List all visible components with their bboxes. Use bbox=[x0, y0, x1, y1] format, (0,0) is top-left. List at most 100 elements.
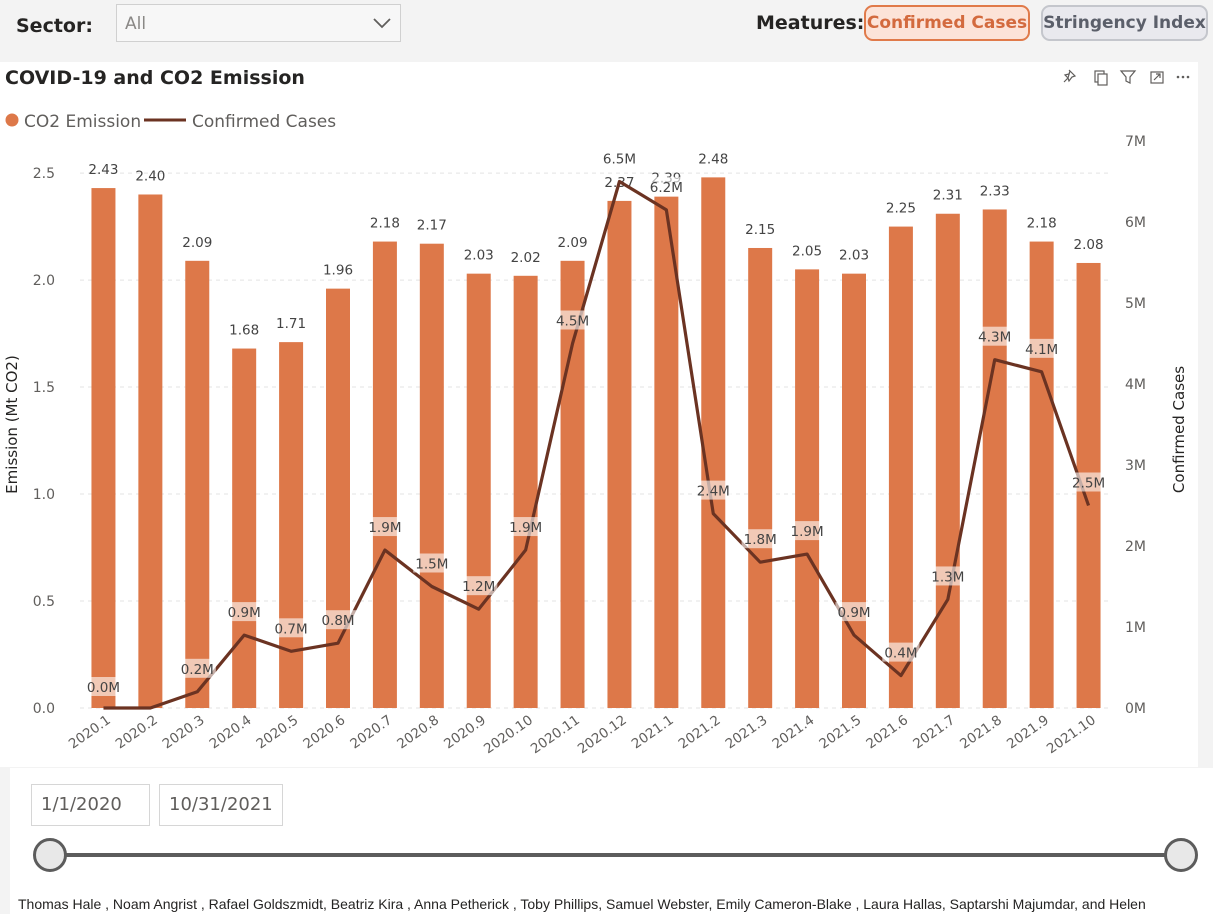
combo-chart: CO2 Emission Confirmed Cases 0.0 0.5 1.0 1.5 2… bbox=[3, 112, 1188, 757]
co2-bar-label: 2.43 bbox=[88, 162, 118, 178]
line-label-bg bbox=[694, 480, 732, 500]
more-options-icon[interactable] bbox=[1176, 75, 1190, 79]
filter-bar: Sector: All Meatures: Confirmed Cases St… bbox=[0, 0, 1213, 62]
co2-bar bbox=[232, 348, 257, 708]
start-date-input[interactable]: 1/1/2020 bbox=[31, 784, 150, 826]
copy-icon[interactable] bbox=[1094, 70, 1108, 86]
confirmed-cases-label: 4.1M bbox=[1025, 342, 1058, 358]
co2-bar-label: 1.68 bbox=[229, 323, 259, 339]
line-label-bg bbox=[1069, 472, 1108, 492]
co2-bar-label: 2.18 bbox=[1027, 216, 1057, 232]
chevron-down-icon bbox=[373, 18, 391, 29]
x-tick-label: 2021.6 bbox=[863, 712, 911, 752]
co2-bar bbox=[982, 209, 1007, 708]
date-slicer: 1/1/2020 10/31/2021 Thomas Hale , Noam A… bbox=[10, 768, 1213, 914]
stringency-index-button[interactable]: Stringency Index bbox=[1041, 5, 1208, 41]
y-tick-label: 1.0 bbox=[33, 487, 55, 503]
co2-bar bbox=[419, 243, 444, 708]
line-label-bg bbox=[178, 658, 216, 678]
line-label-bg bbox=[413, 553, 451, 573]
y2-axis-title: Confirmed Cases bbox=[1170, 366, 1188, 493]
line-label-bg bbox=[741, 529, 779, 549]
measures-label: Meatures: bbox=[756, 12, 865, 34]
co2-bar bbox=[748, 247, 773, 708]
x-tick-label: 2020.12 bbox=[575, 712, 630, 757]
line-label-bg bbox=[84, 677, 123, 696]
confirmed-cases-label: 1.2M bbox=[462, 579, 495, 595]
co2-bar-label: 2.02 bbox=[511, 250, 541, 266]
confirmed-cases-label: 1.9M bbox=[368, 520, 401, 536]
co2-bar bbox=[513, 275, 538, 708]
x-tick-label: 2021.5 bbox=[816, 712, 864, 752]
sector-dropdown[interactable]: All bbox=[116, 4, 401, 42]
confirmed-cases-label: 0.8M bbox=[321, 613, 354, 629]
x-tick-label: 2020.8 bbox=[394, 712, 442, 752]
confirmed-cases-line bbox=[103, 179, 1091, 710]
co2-bar-label: 2.09 bbox=[182, 235, 212, 251]
sector-label: Sector: bbox=[16, 15, 93, 37]
co2-bar-label: 1.71 bbox=[276, 316, 306, 332]
x-tick-label: 2021.7 bbox=[910, 712, 958, 752]
data-source-credits: Thomas Hale , Noam Angrist , Rafael Gold… bbox=[18, 896, 1146, 912]
co2-bar bbox=[935, 213, 960, 708]
date-slider-end-handle[interactable] bbox=[1164, 838, 1198, 872]
x-tick-label: 2020.1 bbox=[66, 712, 114, 752]
line-label-bg bbox=[882, 642, 920, 662]
co2-bar-label: 2.05 bbox=[792, 243, 822, 259]
co2-bar bbox=[701, 177, 726, 708]
confirmed-cases-label: 4.3M bbox=[978, 330, 1011, 346]
co2-bar bbox=[185, 260, 210, 708]
confirmed-cases-label: 2.4M bbox=[697, 484, 730, 500]
confirmed-cases-label: 0.0M bbox=[87, 680, 120, 696]
co2-bar bbox=[466, 273, 491, 708]
legend-co2-label: CO2 Emission bbox=[24, 112, 141, 132]
confirmed-cases-label: 0.9M bbox=[228, 605, 261, 621]
chart-visual: COVID-19 and CO2 Emission CO2 Emission Co… bbox=[0, 62, 1198, 767]
line-label-bg bbox=[225, 602, 263, 622]
legend-cases-label: Confirmed Cases bbox=[192, 112, 336, 132]
co2-bar bbox=[888, 226, 913, 708]
x-tick-label: 2021.4 bbox=[770, 712, 818, 752]
filter-icon[interactable] bbox=[1119, 70, 1137, 84]
x-tick-label: 2021.10 bbox=[1044, 712, 1099, 757]
confirmed-cases-label: 6.2M bbox=[650, 180, 683, 196]
line-label-bg bbox=[835, 602, 873, 622]
co2-bar-label: 2.18 bbox=[370, 216, 400, 232]
co2-bar bbox=[372, 241, 397, 709]
y-tick-label: 2.5 bbox=[33, 166, 55, 182]
confirmed-cases-button[interactable]: Confirmed Cases bbox=[864, 5, 1030, 41]
y2-tick-label: 6M bbox=[1125, 215, 1146, 231]
co2-bar-label: 2.09 bbox=[558, 235, 588, 251]
y2-tick-label: 0M bbox=[1125, 701, 1146, 717]
co2-bar bbox=[91, 188, 116, 708]
co2-bar-label: 2.17 bbox=[417, 218, 447, 234]
line-label-bg bbox=[600, 148, 639, 168]
x-tick-label: 2021.3 bbox=[723, 712, 771, 752]
co2-bar-label: 2.08 bbox=[1074, 237, 1104, 253]
line-label-bg bbox=[366, 517, 404, 537]
focus-mode-icon[interactable] bbox=[1150, 71, 1164, 84]
confirmed-cases-label: 1.5M bbox=[415, 557, 448, 573]
co2-bar-label: 2.03 bbox=[839, 248, 869, 264]
pin-icon[interactable] bbox=[1063, 69, 1077, 83]
confirmed-cases-label: 0.4M bbox=[884, 646, 917, 662]
y2-tick-label: 7M bbox=[1125, 134, 1146, 150]
line-label-bg bbox=[788, 521, 826, 541]
x-tick-label: 2021.1 bbox=[629, 712, 677, 752]
y2-tick-label: 4M bbox=[1125, 377, 1146, 393]
x-tick-label: 2020.7 bbox=[347, 712, 395, 752]
co2-bar-label: 2.48 bbox=[698, 151, 728, 167]
x-tick-label: 2020.5 bbox=[254, 712, 302, 752]
confirmed-cases-label: 0.2M bbox=[181, 662, 214, 678]
confirmed-cases-label: 6.5M bbox=[603, 152, 636, 168]
y-tick-label: 0.5 bbox=[33, 594, 55, 610]
x-tick-label: 2020.11 bbox=[528, 712, 583, 757]
confirmed-cases-label: 1.8M bbox=[744, 532, 777, 548]
confirmed-cases-label: 1.3M bbox=[931, 569, 964, 585]
chart-title: COVID-19 and CO2 Emission bbox=[5, 67, 305, 89]
line-label-bg bbox=[976, 326, 1014, 346]
date-slider-start-handle[interactable] bbox=[33, 838, 67, 872]
end-date-input[interactable]: 10/31/2021 bbox=[159, 784, 283, 826]
co2-bar-label: 2.33 bbox=[980, 183, 1010, 199]
date-slider-track[interactable] bbox=[50, 853, 1181, 857]
